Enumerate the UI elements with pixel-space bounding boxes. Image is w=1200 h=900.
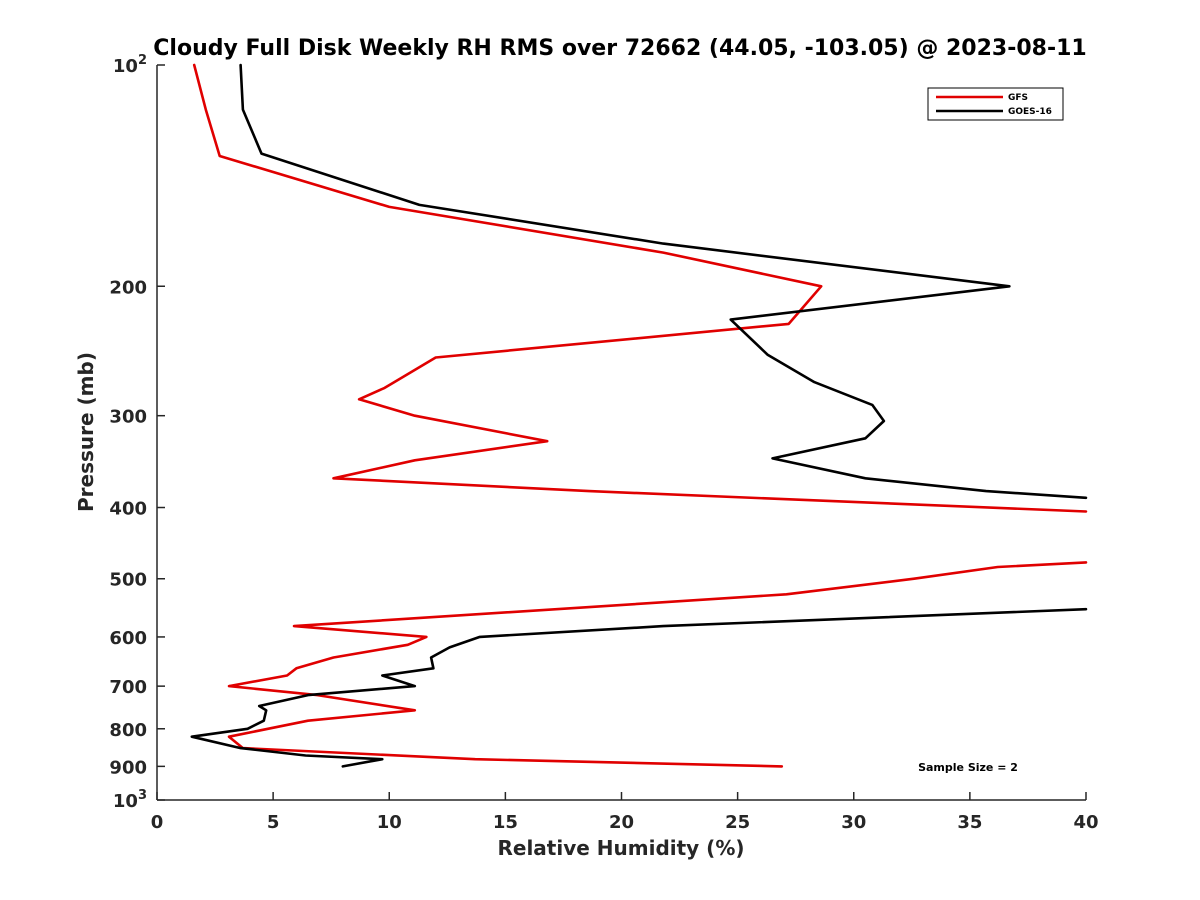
- y-tick-label: 500: [109, 570, 147, 591]
- x-tick-label: 25: [725, 812, 750, 833]
- x-tick-label: 20: [609, 812, 634, 833]
- x-tick-label: 5: [267, 812, 280, 833]
- x-tick-label: 0: [151, 812, 164, 833]
- legend-box: [927, 87, 1064, 121]
- y-tick-label: 102: [113, 53, 147, 77]
- plot-area: [157, 65, 1086, 800]
- x-axis-ticks: 0 5 10 15 20 25 30 35 40: [151, 792, 1099, 833]
- x-tick-label: 35: [957, 812, 982, 833]
- x-tick-label: 30: [841, 812, 866, 833]
- sample-size-annotation: Sample Size = 2: [918, 761, 1018, 774]
- y-tick-label: 800: [109, 720, 147, 741]
- y-tick-label: 400: [109, 499, 147, 520]
- series-line-goes-16: [190, 63, 1088, 768]
- legend-label-goes-16: GOES-16: [1008, 107, 1052, 117]
- x-tick-label: 40: [1073, 812, 1098, 833]
- series-line-gfs: [192, 63, 1088, 768]
- legend: GFS GOES-16: [927, 87, 1064, 121]
- y-tick-label: 600: [109, 628, 147, 649]
- chart-title: Cloudy Full Disk Weekly RH RMS over 7266…: [153, 36, 1086, 61]
- y-tick-label: 700: [109, 677, 147, 698]
- legend-label-gfs: GFS: [1008, 93, 1028, 103]
- x-tick-label: 10: [377, 812, 402, 833]
- series-layer: [190, 63, 1088, 768]
- y-axis-label: Pressure (mb): [74, 352, 98, 512]
- x-tick-label: 15: [493, 812, 518, 833]
- y-axis-ticks: 102 200 300 400 500 600 700 800 900 103: [109, 53, 165, 812]
- y-tick-label: 200: [109, 277, 147, 298]
- x-axis-label: Relative Humidity (%): [497, 836, 744, 860]
- y-tick-label: 300: [109, 407, 147, 428]
- y-tick-label: 103: [113, 788, 147, 812]
- y-tick-label: 900: [109, 757, 147, 778]
